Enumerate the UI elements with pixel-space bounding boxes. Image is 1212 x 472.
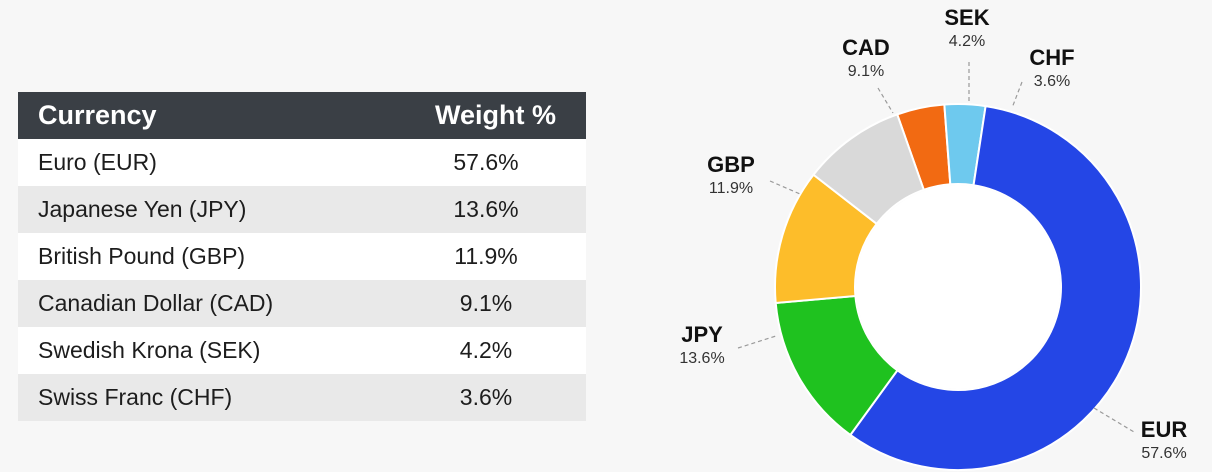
currency-weight: 3.6% bbox=[459, 384, 513, 410]
slice-value-sek: 4.2% bbox=[949, 33, 985, 50]
leader-line-cad bbox=[877, 87, 894, 114]
slice-label-gbp: GBP bbox=[707, 152, 755, 177]
table-row: Euro (EUR) 57.6% bbox=[18, 139, 586, 186]
leader-line-gbp bbox=[769, 180, 801, 195]
leader-line-jpy bbox=[737, 335, 777, 349]
currency-name: British Pound (GBP) bbox=[38, 243, 246, 269]
currency-weight-table: Currency Weight % Euro (EUR) 57.6% Japan… bbox=[18, 92, 586, 421]
slice-value-eur: 57.6% bbox=[1141, 445, 1186, 462]
table-row: Canadian Dollar (CAD) 9.1% bbox=[18, 280, 586, 327]
slice-label-eur: EUR bbox=[1141, 417, 1188, 442]
slice-label-cad: CAD bbox=[842, 35, 890, 60]
weight-column-header: Weight % bbox=[435, 100, 556, 130]
currency-name: Swedish Krona (SEK) bbox=[38, 337, 261, 363]
donut-slice-cad bbox=[812, 113, 926, 226]
currency-name: Swiss Franc (CHF) bbox=[38, 384, 233, 410]
leader-line-chf bbox=[1011, 81, 1023, 109]
table-row: Swiss Franc (CHF) 3.6% bbox=[18, 374, 586, 421]
slice-value-cad: 9.1% bbox=[848, 63, 884, 80]
currency-column-header: Currency bbox=[38, 100, 157, 130]
donut-hole bbox=[856, 185, 1060, 389]
currency-weight: 11.9% bbox=[454, 243, 518, 269]
leader-line-eur bbox=[1093, 407, 1135, 433]
currency-weight: 57.6% bbox=[453, 149, 519, 175]
slice-value-gbp: 11.9% bbox=[709, 180, 753, 197]
currency-name: Japanese Yen (JPY) bbox=[38, 196, 247, 222]
table-header-row: Currency Weight % bbox=[18, 92, 586, 139]
donut-slice-eur bbox=[848, 104, 1142, 471]
slice-label-sek: SEK bbox=[944, 5, 989, 30]
table-row: British Pound (GBP) 11.9% bbox=[18, 233, 586, 280]
slice-label-chf: CHF bbox=[1029, 45, 1074, 70]
slice-label-jpy: JPY bbox=[681, 322, 723, 347]
currency-name: Euro (EUR) bbox=[38, 149, 157, 175]
currency-weight: 13.6% bbox=[453, 196, 519, 222]
currency-weight: 9.1% bbox=[459, 290, 513, 316]
slice-value-jpy: 13.6% bbox=[679, 350, 724, 367]
table-row: Japanese Yen (JPY) 13.6% bbox=[18, 186, 586, 233]
currency-weight: 4.2% bbox=[459, 337, 513, 363]
currency-name: Canadian Dollar (CAD) bbox=[38, 290, 274, 316]
table-row: Swedish Krona (SEK) 4.2% bbox=[18, 327, 586, 374]
slice-value-chf: 3.6% bbox=[1034, 73, 1070, 90]
